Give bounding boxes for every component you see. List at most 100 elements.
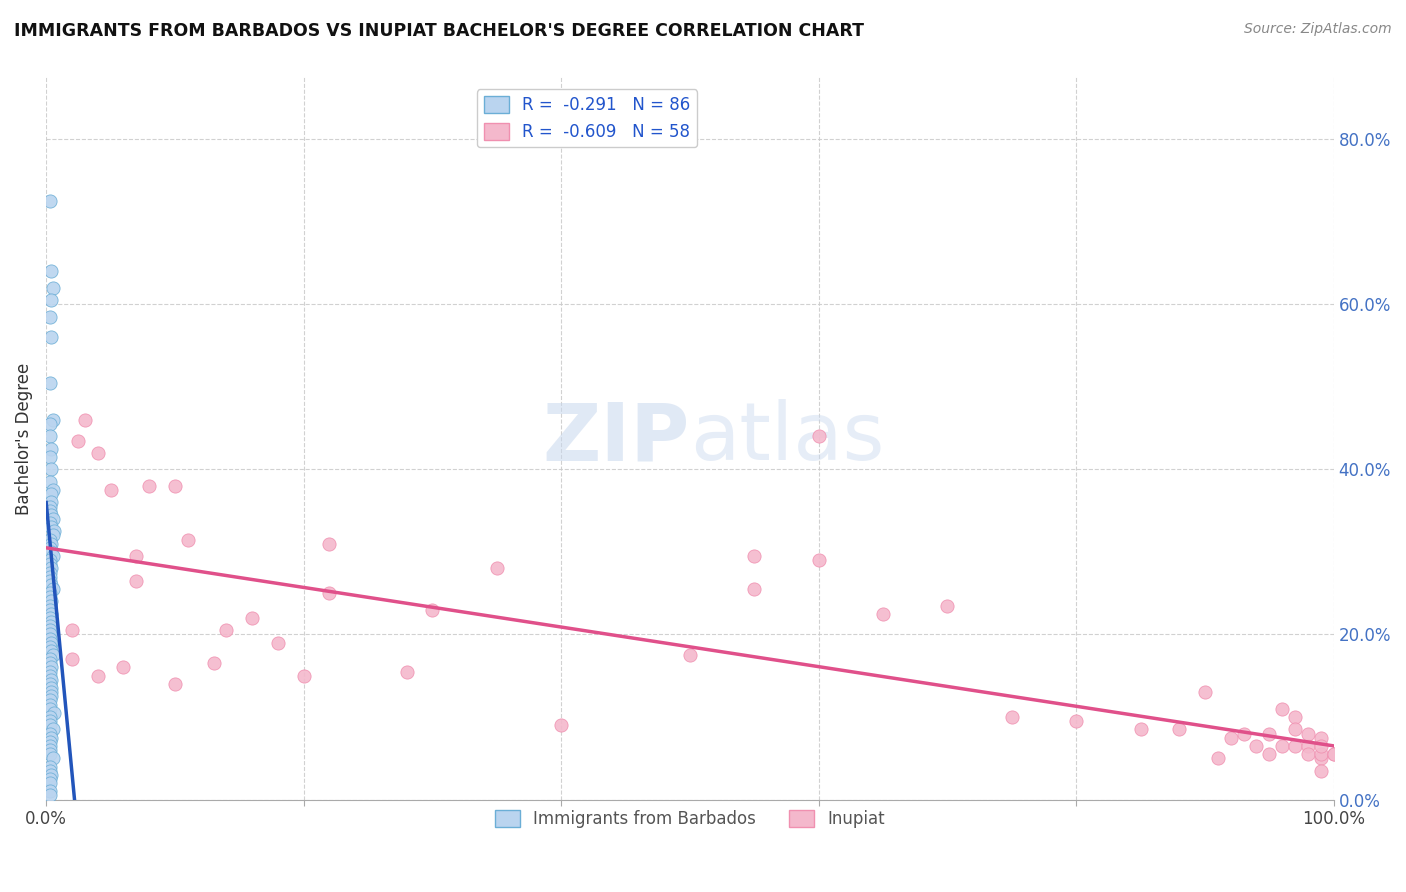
Point	[41, 685, 63, 699]
Point	[39, 665, 62, 679]
Point	[42, 706, 65, 720]
Point	[39, 702, 62, 716]
Point	[163, 479, 186, 493]
Point	[41, 293, 63, 308]
Point	[1129, 723, 1152, 737]
Point	[39, 627, 62, 641]
Point	[1246, 739, 1268, 753]
Point	[267, 636, 290, 650]
Point	[550, 718, 572, 732]
Point	[41, 681, 63, 695]
Point	[1296, 747, 1319, 761]
Point	[1309, 739, 1331, 753]
Point	[807, 429, 830, 443]
Point	[138, 479, 160, 493]
Point	[318, 537, 340, 551]
Point	[41, 561, 63, 575]
Point	[60, 652, 83, 666]
Text: atlas: atlas	[690, 400, 884, 477]
Point	[807, 553, 830, 567]
Point	[39, 558, 62, 572]
Point	[39, 194, 62, 209]
Point	[39, 677, 62, 691]
Text: ZIP: ZIP	[543, 400, 690, 477]
Point	[39, 714, 62, 728]
Point	[39, 764, 62, 778]
Point	[1309, 747, 1331, 761]
Point	[39, 624, 62, 638]
Point	[39, 500, 62, 514]
Point	[39, 789, 62, 803]
Point	[485, 561, 508, 575]
Y-axis label: Bachelor's Degree: Bachelor's Degree	[15, 362, 32, 515]
Point	[679, 648, 702, 662]
Point	[41, 545, 63, 559]
Point	[39, 640, 62, 654]
Point	[41, 495, 63, 509]
Point	[41, 690, 63, 704]
Point	[41, 537, 63, 551]
Point	[39, 429, 62, 443]
Point	[73, 413, 96, 427]
Point	[1001, 710, 1024, 724]
Point	[39, 772, 62, 786]
Point	[742, 582, 765, 596]
Text: IMMIGRANTS FROM BARBADOS VS INUPIAT BACHELOR'S DEGREE CORRELATION CHART: IMMIGRANTS FROM BARBADOS VS INUPIAT BACH…	[14, 22, 865, 40]
Point	[41, 731, 63, 745]
Point	[41, 330, 63, 344]
Point	[125, 549, 148, 563]
Point	[41, 660, 63, 674]
Point	[936, 599, 959, 613]
Point	[422, 603, 444, 617]
Point	[41, 751, 63, 765]
Point	[1206, 751, 1229, 765]
Point	[67, 434, 90, 448]
Point	[1284, 739, 1306, 753]
Point	[39, 417, 62, 431]
Point	[86, 669, 108, 683]
Point	[39, 735, 62, 749]
Point	[41, 648, 63, 662]
Legend: Immigrants from Barbados, Inupiat: Immigrants from Barbados, Inupiat	[488, 803, 891, 835]
Point	[395, 665, 418, 679]
Point	[41, 607, 63, 621]
Point	[1271, 702, 1294, 716]
Point	[41, 508, 63, 522]
Point	[86, 446, 108, 460]
Point	[39, 726, 62, 740]
Point	[41, 636, 63, 650]
Point	[1271, 739, 1294, 753]
Point	[112, 660, 135, 674]
Point	[39, 619, 62, 633]
Point	[41, 549, 63, 563]
Point	[39, 376, 62, 390]
Point	[1284, 723, 1306, 737]
Point	[240, 611, 263, 625]
Point	[41, 723, 63, 737]
Point	[1064, 714, 1087, 728]
Point	[42, 524, 65, 539]
Point	[41, 264, 63, 278]
Point	[41, 413, 63, 427]
Point	[39, 541, 62, 555]
Point	[41, 487, 63, 501]
Point	[39, 566, 62, 580]
Point	[39, 553, 62, 567]
Point	[39, 450, 62, 464]
Point	[1296, 726, 1319, 740]
Point	[39, 310, 62, 324]
Point	[60, 624, 83, 638]
Point	[39, 739, 62, 753]
Point	[39, 611, 62, 625]
Point	[202, 657, 225, 671]
Point	[39, 669, 62, 683]
Point	[1309, 731, 1331, 745]
Point	[39, 586, 62, 600]
Point	[39, 570, 62, 584]
Point	[41, 582, 63, 596]
Point	[1309, 764, 1331, 778]
Point	[39, 475, 62, 489]
Point	[1168, 723, 1191, 737]
Point	[872, 607, 894, 621]
Point	[39, 632, 62, 646]
